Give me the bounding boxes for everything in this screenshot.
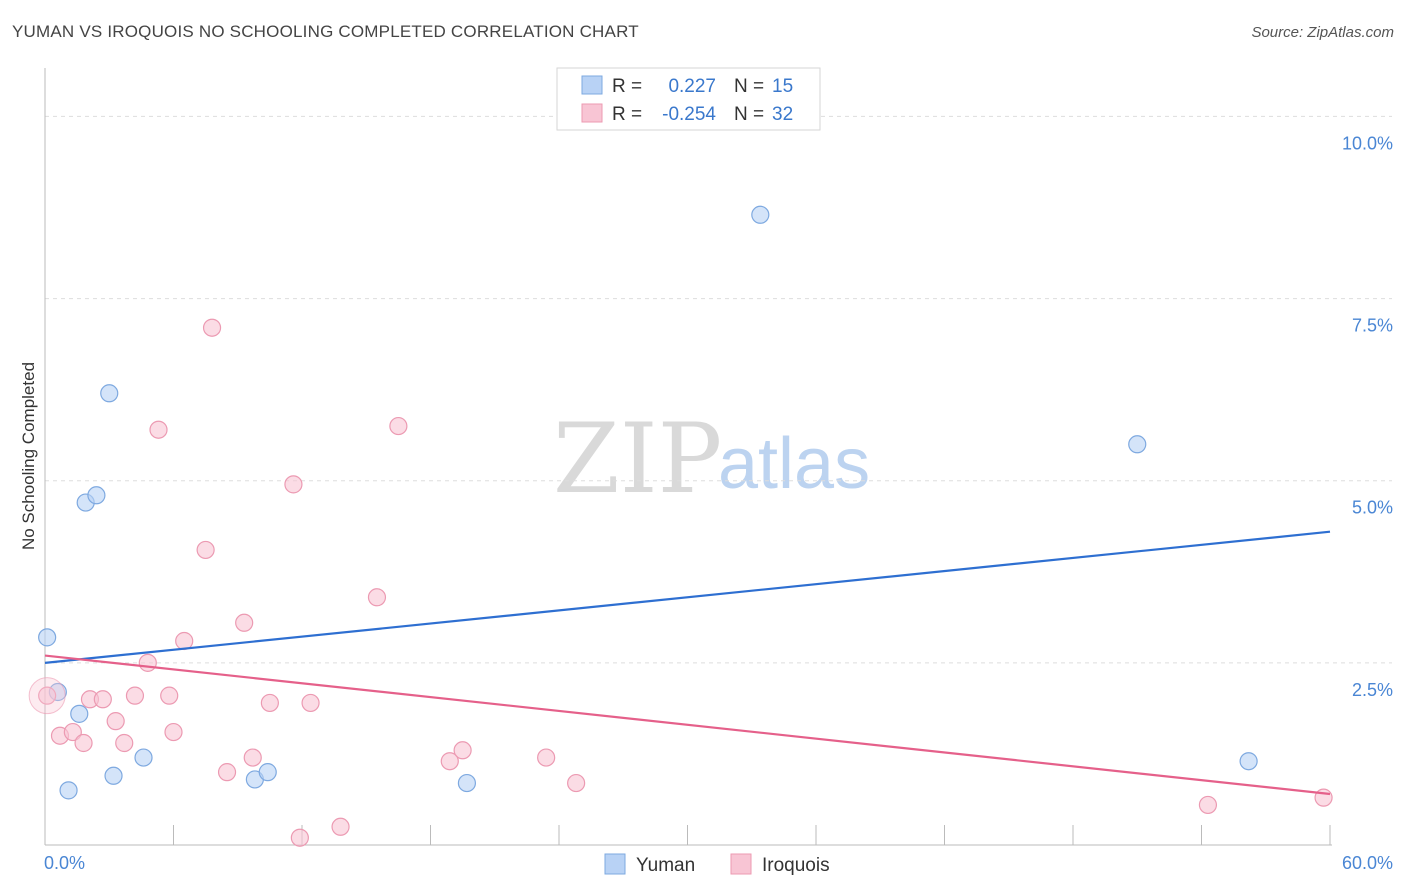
legend-iroquois-r-label: R = <box>612 104 642 125</box>
iroquois-point <box>284 475 303 494</box>
bottom-legend-yuman-label: Yuman <box>636 855 695 876</box>
y-tick-label: 7.5% <box>1352 316 1393 336</box>
legend-yuman-r-value: 0.227 <box>668 76 716 97</box>
y-tick-label: 5.0% <box>1352 498 1393 518</box>
yuman-point <box>457 773 477 793</box>
x-axis-ticks <box>44 825 1331 845</box>
legend-iroquois-r-value: -0.254 <box>662 104 716 125</box>
correlation-legend: R = 0.227 N = 15 R = -0.254 N = 32 <box>556 67 821 131</box>
iroquois-point <box>196 540 215 560</box>
iroquois-point <box>106 712 125 731</box>
yuman-point <box>1239 752 1258 771</box>
iroquois-point <box>243 748 262 767</box>
iroquois-point <box>260 693 279 713</box>
watermark-atlas: atlas <box>718 424 870 504</box>
iroquois-point <box>202 318 222 337</box>
iroquois-trend-line <box>44 654 1331 796</box>
iroquois-point <box>160 686 179 705</box>
yuman-point <box>1128 435 1147 454</box>
iroquois-point <box>74 733 93 753</box>
legend-yuman-n-label: N = <box>734 76 764 97</box>
legend-iroquois-n-value: 32 <box>772 104 793 125</box>
legend-iroquois-n-label: N = <box>734 104 764 125</box>
yuman-point <box>751 205 770 224</box>
x-tick-label-min: 0.0% <box>44 853 85 873</box>
bottom-legend-iroquois-label: Iroquois <box>762 855 830 876</box>
yuman-point <box>258 763 277 782</box>
iroquois-point <box>217 763 237 782</box>
iroquois-point <box>149 420 168 439</box>
yuman-point <box>100 384 119 403</box>
points-layer <box>28 205 1333 847</box>
chart-title: YUMAN VS IROQUOIS NO SCHOOLING COMPLETED… <box>12 22 639 41</box>
yuman-trend-line <box>44 530 1331 664</box>
legend-iroquois-swatch <box>581 103 603 123</box>
iroquois-point <box>93 690 112 709</box>
iroquois-point <box>235 613 254 632</box>
trend-layer <box>44 530 1331 796</box>
iroquois-point <box>453 741 472 760</box>
y-tick-labels: 2.5% 5.0% 7.5% 10.0% <box>1342 133 1393 699</box>
iroquois-point <box>38 686 57 705</box>
iroquois-point-large <box>28 677 66 715</box>
iroquois-point <box>125 686 145 705</box>
yuman-point <box>59 781 78 800</box>
iroquois-point <box>331 817 350 836</box>
yuman-point <box>104 766 123 785</box>
watermark-zip: ZIP <box>553 403 722 515</box>
yuman-point <box>70 704 89 723</box>
source-credit: Source: ZipAtlas.com <box>1251 24 1394 41</box>
legend-yuman-r-label: R = <box>612 76 642 97</box>
iroquois-point <box>164 722 183 742</box>
grid-layer <box>45 115 1392 664</box>
yuman-point <box>87 486 106 505</box>
iroquois-point <box>301 693 320 713</box>
iroquois-point <box>567 773 586 793</box>
yuman-point <box>134 748 153 767</box>
y-tick-label: 2.5% <box>1352 680 1393 700</box>
iroquois-point <box>389 416 408 436</box>
yuman-point <box>38 628 57 647</box>
bottom-legend-yuman-swatch <box>604 853 626 875</box>
y-axis-label: No Schooling Completed <box>19 362 38 550</box>
iroquois-point <box>290 828 309 847</box>
y-tick-label: 10.0% <box>1342 133 1393 153</box>
iroquois-point <box>367 588 387 607</box>
iroquois-point <box>138 653 157 672</box>
iroquois-point <box>115 733 134 753</box>
series-legend: Yuman Iroquois <box>604 853 830 876</box>
x-tick-label-max: 60.0% <box>1342 853 1393 873</box>
iroquois-point <box>440 752 459 771</box>
bottom-legend-iroquois-swatch <box>730 853 752 875</box>
legend-yuman-swatch <box>581 75 603 95</box>
legend-yuman-n-value: 15 <box>772 76 793 97</box>
iroquois-point <box>1198 795 1218 815</box>
iroquois-point <box>537 748 556 767</box>
iroquois-point <box>63 722 82 742</box>
